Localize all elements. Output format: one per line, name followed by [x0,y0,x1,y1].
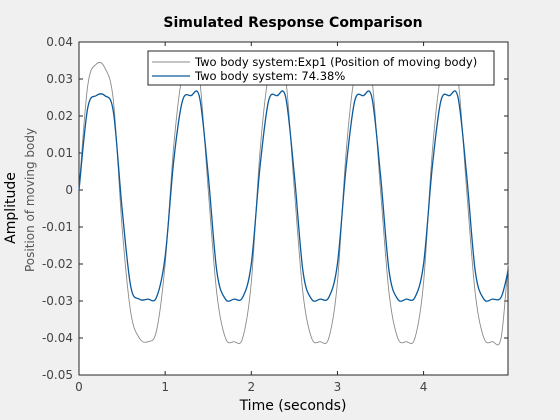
y-tick-label: -0.05 [42,368,73,382]
x-tick-label: 3 [334,380,342,394]
y-tick-label: 0 [65,183,73,197]
y-tick-label: 0.01 [46,146,73,160]
x-tick-label: 1 [161,380,169,394]
legend-label-exp1: Two body system:Exp1 (Position of moving… [194,55,477,69]
y-axis-label: Amplitude [3,172,19,244]
y-tick-label: -0.04 [42,331,73,345]
y-tick-label: 0.03 [46,72,73,86]
y-axis-ticks: 0.04 0.03 0.02 0.01 0 -0.01 -0.02 -0.03 -0.04 -0.… [42,35,508,382]
series-line-model [78,90,509,302]
series-line-exp1 [78,61,509,346]
legend-box [147,50,495,86]
y-tick-label: -0.01 [42,220,73,234]
series-layer [78,61,509,346]
plot-area [78,41,509,376]
y-axis-sublabel: Position of moving body [23,128,37,272]
legend-label-model: Two body system: 74.38% [194,69,345,83]
x-tick-label: 2 [247,380,255,394]
y-tick-label: -0.02 [42,257,73,271]
legend: Two body system:Exp1 (Position of moving… [147,50,495,86]
chart-title: Simulated Response Comparison [163,15,422,31]
x-tick-label: 0 [75,380,83,394]
x-axis-ticks: 0 1 2 3 4 [75,42,427,394]
y-tick-label: -0.03 [42,294,73,308]
x-axis-label: Time (seconds) [239,398,347,414]
y-tick-label: 0.02 [46,109,73,123]
y-tick-label: 0.04 [46,35,73,49]
x-tick-label: 4 [420,380,428,394]
